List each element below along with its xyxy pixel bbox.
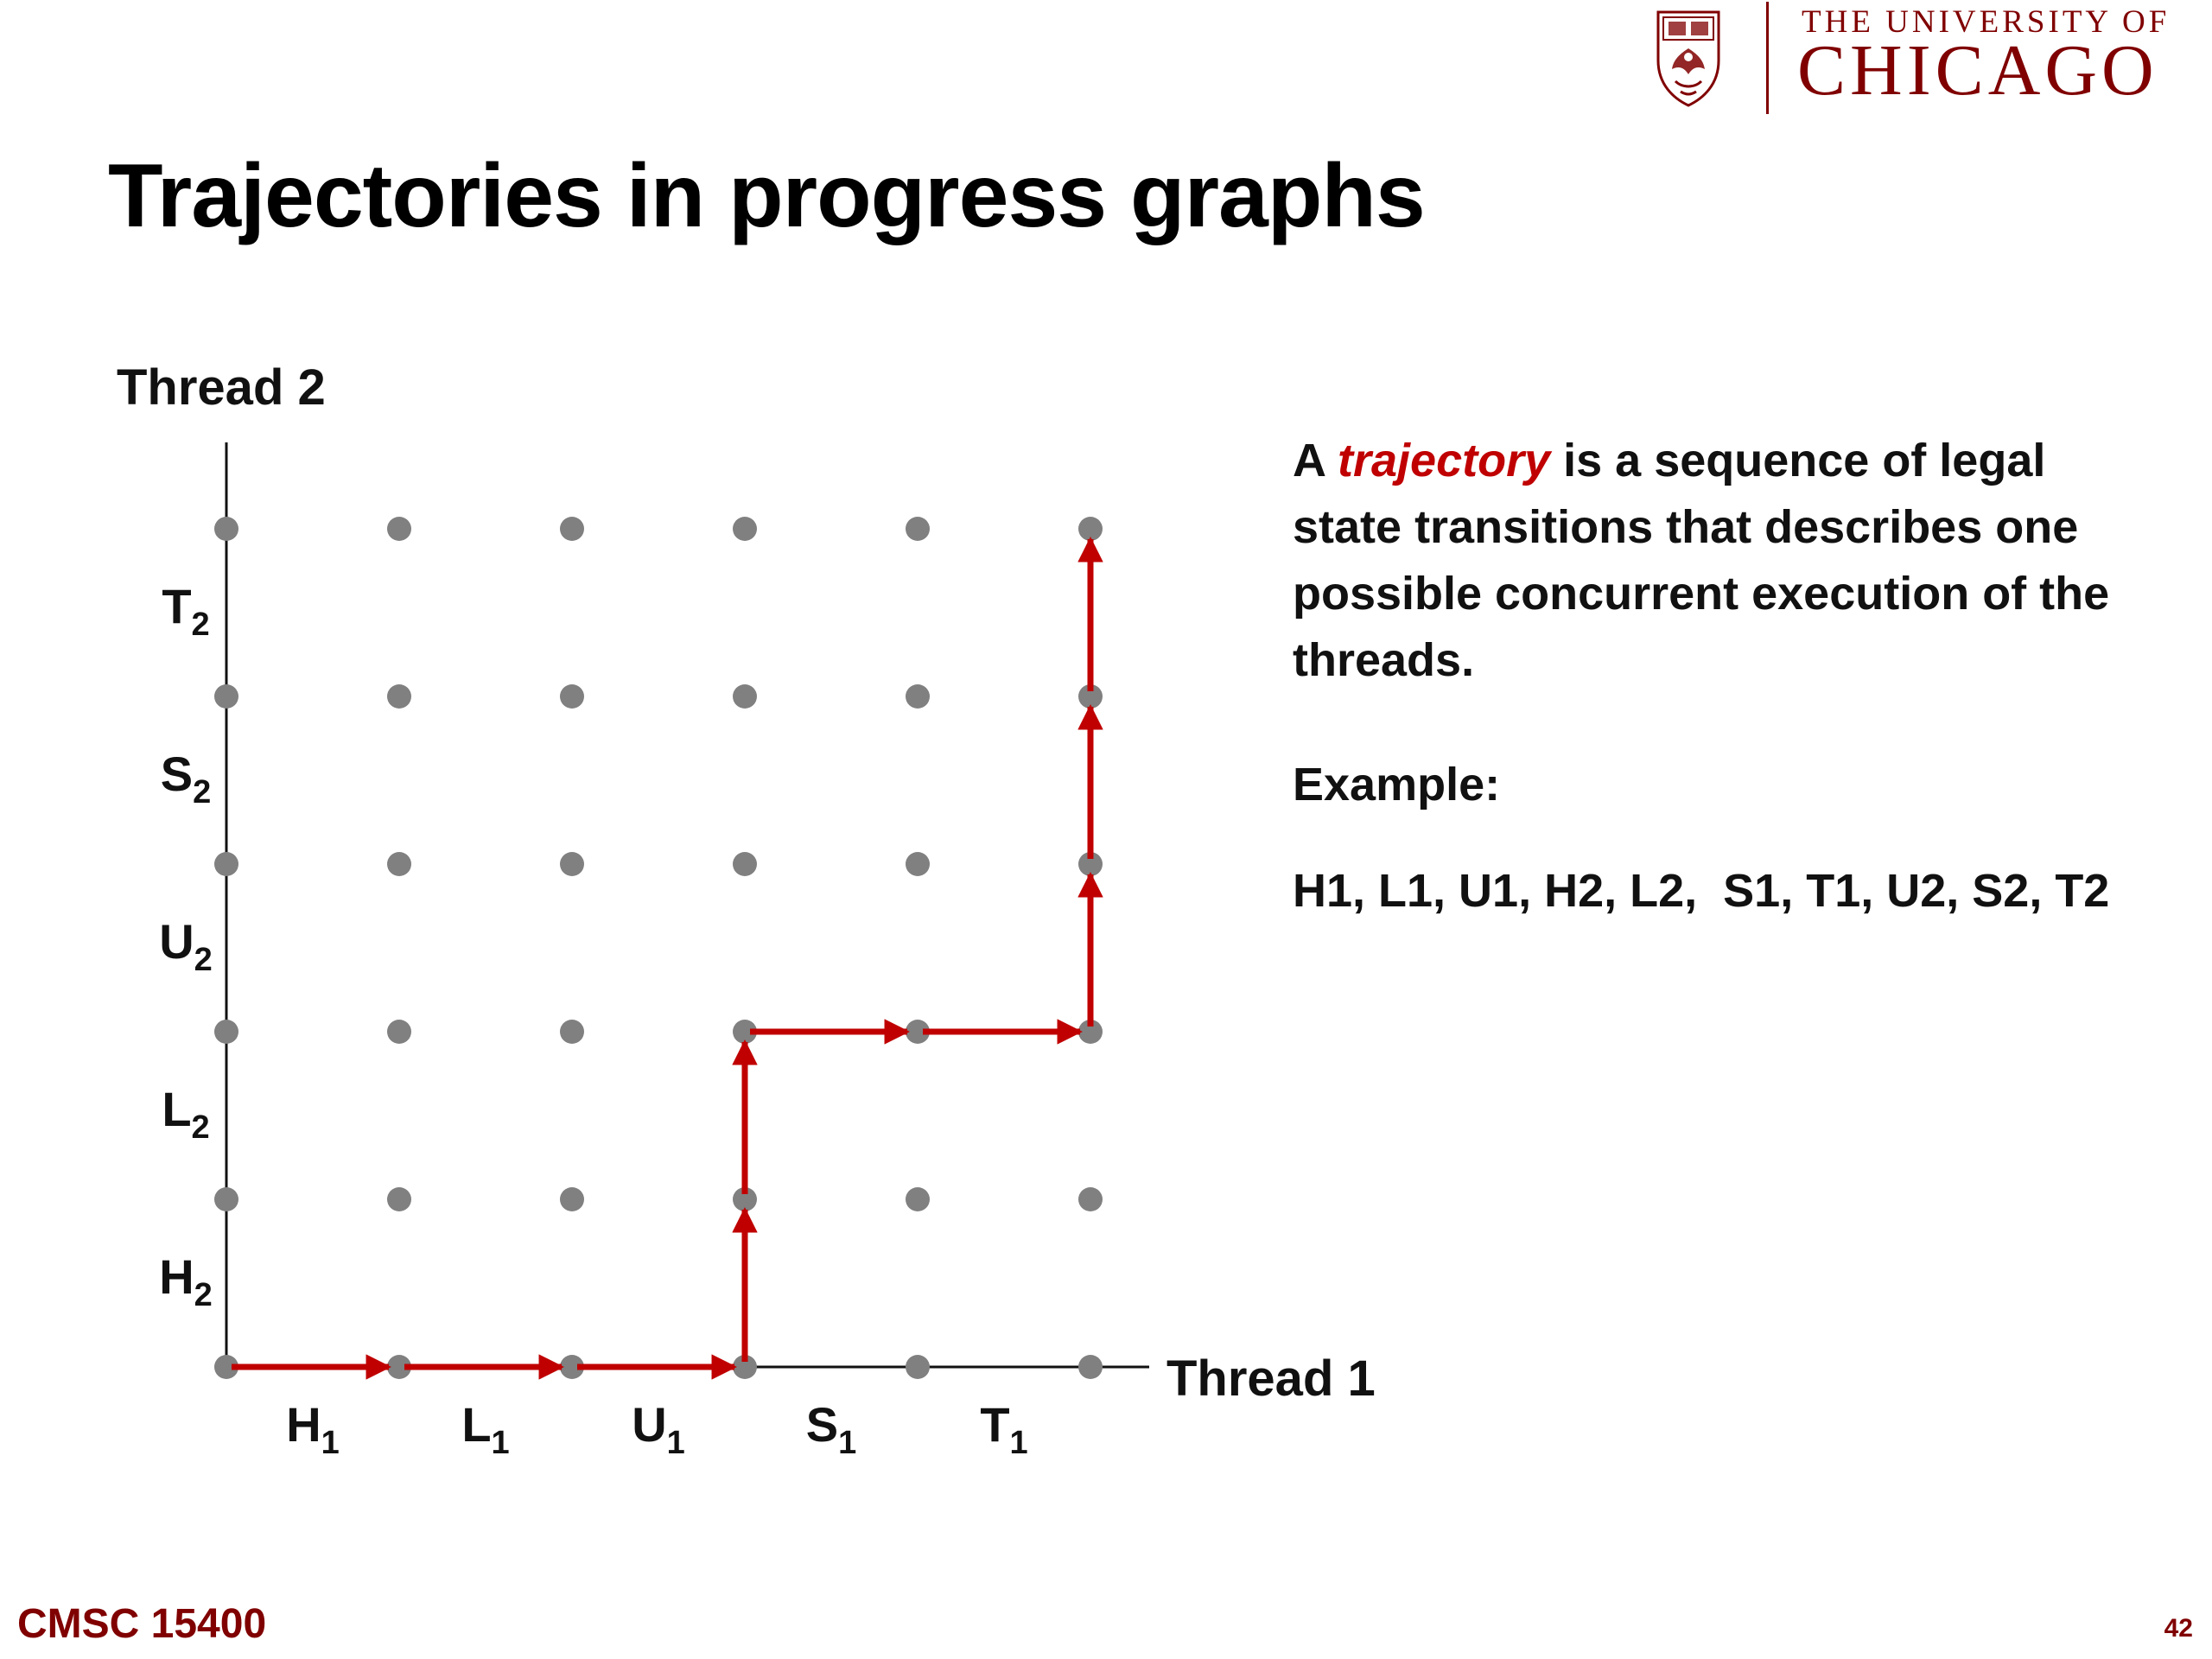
y-axis-label: Thread 2 (117, 359, 326, 416)
state-point (214, 1020, 238, 1044)
state-point (1078, 684, 1103, 709)
state-point (906, 517, 930, 541)
state-point (1078, 1355, 1103, 1379)
state-point (560, 684, 584, 709)
state-point (560, 852, 584, 876)
university-name-line1: THE UNIVERSITY OF (1802, 4, 2171, 40)
state-point (1078, 1020, 1103, 1044)
state-point (214, 517, 238, 541)
state-point (387, 1020, 411, 1044)
thread1-step-label: T1 (980, 1397, 1027, 1461)
example-label: Example: (1293, 759, 1501, 810)
state-point (733, 1187, 757, 1211)
thread2-step-label: T2 (162, 579, 209, 643)
thread2-step-label: U2 (159, 914, 213, 978)
state-point (1078, 517, 1103, 541)
thread1-step-label: S1 (806, 1397, 857, 1461)
university-name-line2: CHICAGO (1797, 30, 2158, 111)
state-point (214, 1187, 238, 1211)
state-point (214, 852, 238, 876)
state-point (733, 684, 757, 709)
state-point (560, 517, 584, 541)
state-point (560, 1355, 584, 1379)
thread1-step-label: H1 (286, 1397, 340, 1461)
state-point (387, 1187, 411, 1211)
state-point (387, 684, 411, 709)
state-point (733, 852, 757, 876)
state-point (906, 1020, 930, 1044)
university-crest-icon (1656, 10, 1720, 107)
state-point (906, 684, 930, 709)
state-point (387, 517, 411, 541)
page-number: 42 (2164, 1614, 2193, 1643)
definition-term: trajectory (1338, 435, 1551, 486)
state-point (214, 1355, 238, 1379)
course-code: CMSC 15400 (17, 1601, 267, 1647)
state-point (214, 684, 238, 709)
trajectory-definition: A trajectory is a sequence of legal stat… (1293, 428, 2165, 694)
state-point (733, 517, 757, 541)
thread2-step-label: S2 (161, 747, 212, 810)
state-point (387, 852, 411, 876)
state-point (1078, 1187, 1103, 1211)
university-logo: THE UNIVERSITY OF CHICAGO (1655, 0, 2212, 121)
x-axis-label: Thread 1 (1166, 1351, 1376, 1407)
thread1-step-label: U1 (632, 1397, 685, 1461)
slide-title: Trajectories in progress graphs (108, 146, 1426, 246)
state-point (733, 1020, 757, 1044)
state-point (560, 1187, 584, 1211)
definition-prefix: A (1293, 435, 1338, 486)
state-point (560, 1020, 584, 1044)
thread2-step-label: L2 (162, 1082, 209, 1146)
state-point (906, 1355, 930, 1379)
state-point (1078, 852, 1103, 876)
example-sequence: H1, L1, U1, H2, L2, S1, T1, U2, S2, T2 (1293, 865, 2110, 917)
state-point (387, 1355, 411, 1379)
state-point (733, 1355, 757, 1379)
thread2-step-label: H2 (159, 1249, 213, 1313)
logo-divider (1766, 2, 1769, 114)
definition-text: is a sequence of legal state transitions… (1293, 435, 2110, 686)
state-point (906, 1187, 930, 1211)
state-point (906, 852, 930, 876)
thread1-step-label: L1 (461, 1397, 509, 1461)
